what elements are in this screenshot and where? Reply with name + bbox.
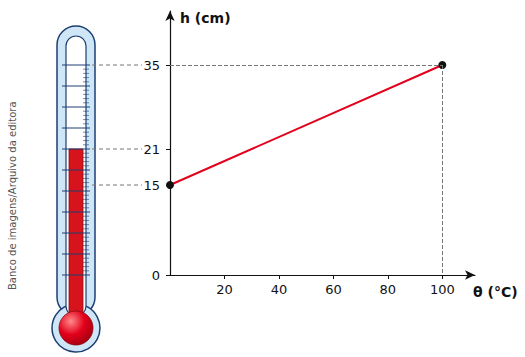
svg-text:Banco de imagens/Arquivo da ed: Banco de imagens/Arquivo da editora	[7, 101, 18, 290]
svg-text:100: 100	[430, 282, 455, 297]
svg-text:21: 21	[143, 142, 160, 157]
svg-text:0: 0	[152, 268, 160, 283]
svg-text:35: 35	[143, 58, 160, 73]
svg-text:40: 40	[271, 282, 288, 297]
svg-text:15: 15	[143, 178, 160, 193]
svg-text:h (cm): h (cm)	[180, 10, 231, 26]
svg-text:θ (°C): θ (°C)	[473, 284, 518, 300]
svg-text:20: 20	[216, 282, 233, 297]
svg-text:80: 80	[380, 282, 397, 297]
svg-text:60: 60	[325, 282, 342, 297]
